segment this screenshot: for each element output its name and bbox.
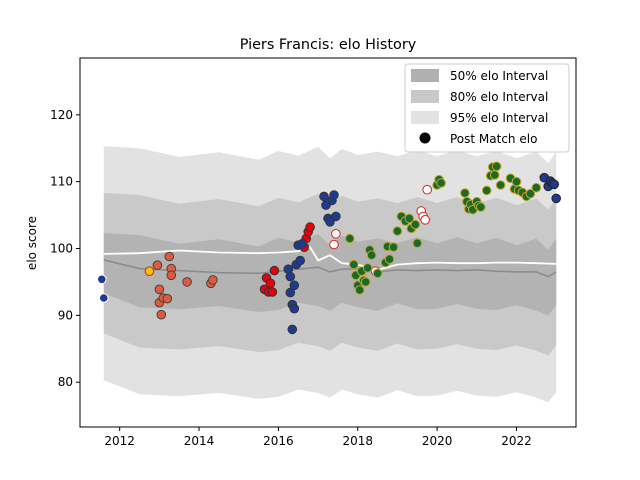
post-match-point-s6-34 <box>481 185 492 196</box>
interval-band-band50 <box>103 233 557 316</box>
legend-marker-post-match <box>419 132 431 144</box>
legend-label-post-match: Post Match elo <box>450 132 537 146</box>
post-match-point-s6-22 <box>412 238 423 248</box>
post-match-point-s6-46 <box>525 188 536 199</box>
post-match-point-s2-9 <box>182 277 192 287</box>
post-match-points <box>97 161 562 335</box>
post-match-point-s4-14 <box>325 217 335 227</box>
post-match-point-s5-0 <box>329 239 339 250</box>
legend: 50% elo Interval 80% elo Interval 95% el… <box>404 63 570 153</box>
post-match-point-s5-6 <box>422 184 433 195</box>
legend-swatch-80 <box>411 90 439 103</box>
post-match-point-s0-0 <box>97 274 107 285</box>
post-match-point-s6-33 <box>476 202 486 212</box>
post-match-point-s2-11 <box>208 275 218 285</box>
post-match-point-s2-3 <box>156 309 167 320</box>
y-tick-label-110: 110 <box>50 175 73 189</box>
post-match-point-s6-8 <box>362 263 373 273</box>
legend-label-50: 50% elo Interval <box>450 69 548 83</box>
post-match-point-s4-9 <box>295 255 306 266</box>
post-match-point-s4-11 <box>319 191 329 202</box>
x-axis: 2012 2014 2016 2018 2020 2022 <box>104 427 532 448</box>
post-match-point-s6-21 <box>410 219 421 230</box>
x-tick-label-2018: 2018 <box>342 434 373 448</box>
post-match-point-s7-5 <box>551 193 562 204</box>
post-match-point-s6-15 <box>388 242 399 252</box>
post-match-point-s0-1 <box>99 293 109 303</box>
post-match-point-s7-4 <box>549 179 560 190</box>
y-tick-label-90: 90 <box>58 308 73 322</box>
post-match-point-s2-5 <box>162 293 173 304</box>
x-tick-label-2016: 2016 <box>263 434 294 448</box>
x-tick-label-2014: 2014 <box>184 434 215 448</box>
post-match-point-s3-3 <box>265 278 276 289</box>
post-match-point-s6-16 <box>392 226 403 236</box>
post-match-point-s2-1 <box>154 284 165 295</box>
post-match-point-s6-11 <box>372 268 383 279</box>
post-match-point-s2-8 <box>166 270 177 281</box>
y-axis: 80 90 100 110 120 <box>50 108 80 389</box>
post-match-point-s2-0 <box>152 260 163 271</box>
plot-frame <box>79 57 577 428</box>
post-match-point-s4-16 <box>329 190 339 200</box>
y-tick-label-120: 120 <box>50 108 73 122</box>
post-match-point-s6-47 <box>531 182 542 193</box>
legend-swatch-50 <box>411 69 439 82</box>
post-match-point-s6-14 <box>384 254 395 265</box>
post-match-point-s6-38 <box>491 161 502 172</box>
chart-title: Piers Francis: elo History <box>240 37 417 53</box>
legend-label-95: 95% elo Interval <box>450 111 548 125</box>
post-match-point-s6-7 <box>360 277 371 287</box>
x-tick-label-2020: 2020 <box>422 434 453 448</box>
post-match-point-s4-5 <box>289 303 300 314</box>
post-match-point-s3-9 <box>305 222 315 232</box>
post-match-point-s6-0 <box>345 233 355 244</box>
y-tick-label-100: 100 <box>50 242 73 256</box>
post-match-point-s6-37 <box>489 170 500 180</box>
post-match-point-s6-19 <box>404 213 415 224</box>
post-match-point-s6-1 <box>349 259 359 270</box>
y-tick-label-80: 80 <box>58 375 73 389</box>
interval-bands <box>103 146 557 403</box>
post-match-point-s4-6 <box>289 280 300 291</box>
y-axis-label: elo score <box>25 216 39 270</box>
post-match-point-s6-10 <box>366 250 377 260</box>
post-match-point-s6-39 <box>495 180 506 190</box>
legend-label-80: 80% elo Interval <box>450 90 548 104</box>
post-match-point-s6-25 <box>436 178 446 188</box>
post-match-point-s6-42 <box>511 176 522 187</box>
post-match-point-s1-0 <box>144 266 155 277</box>
post-match-point-s2-6 <box>164 251 175 262</box>
post-match-point-s4-10 <box>297 239 308 249</box>
post-match-point-s6-26 <box>460 188 470 198</box>
post-match-point-s4-2 <box>285 287 296 298</box>
post-match-point-s4-4 <box>287 324 298 335</box>
post-match-point-s4-17 <box>331 211 341 222</box>
post-match-point-s5-1 <box>331 229 341 239</box>
x-tick-label-2012: 2012 <box>104 434 135 448</box>
post-match-point-s6-4 <box>354 285 365 295</box>
post-match-point-s3-4 <box>267 287 278 297</box>
post-match-point-s4-1 <box>285 271 296 282</box>
post-match-point-s5-5 <box>420 215 431 225</box>
legend-box <box>404 63 570 153</box>
legend-swatch-95 <box>411 111 439 124</box>
post-match-point-s3-5 <box>269 265 280 276</box>
x-tick-label-2022: 2022 <box>501 434 532 448</box>
